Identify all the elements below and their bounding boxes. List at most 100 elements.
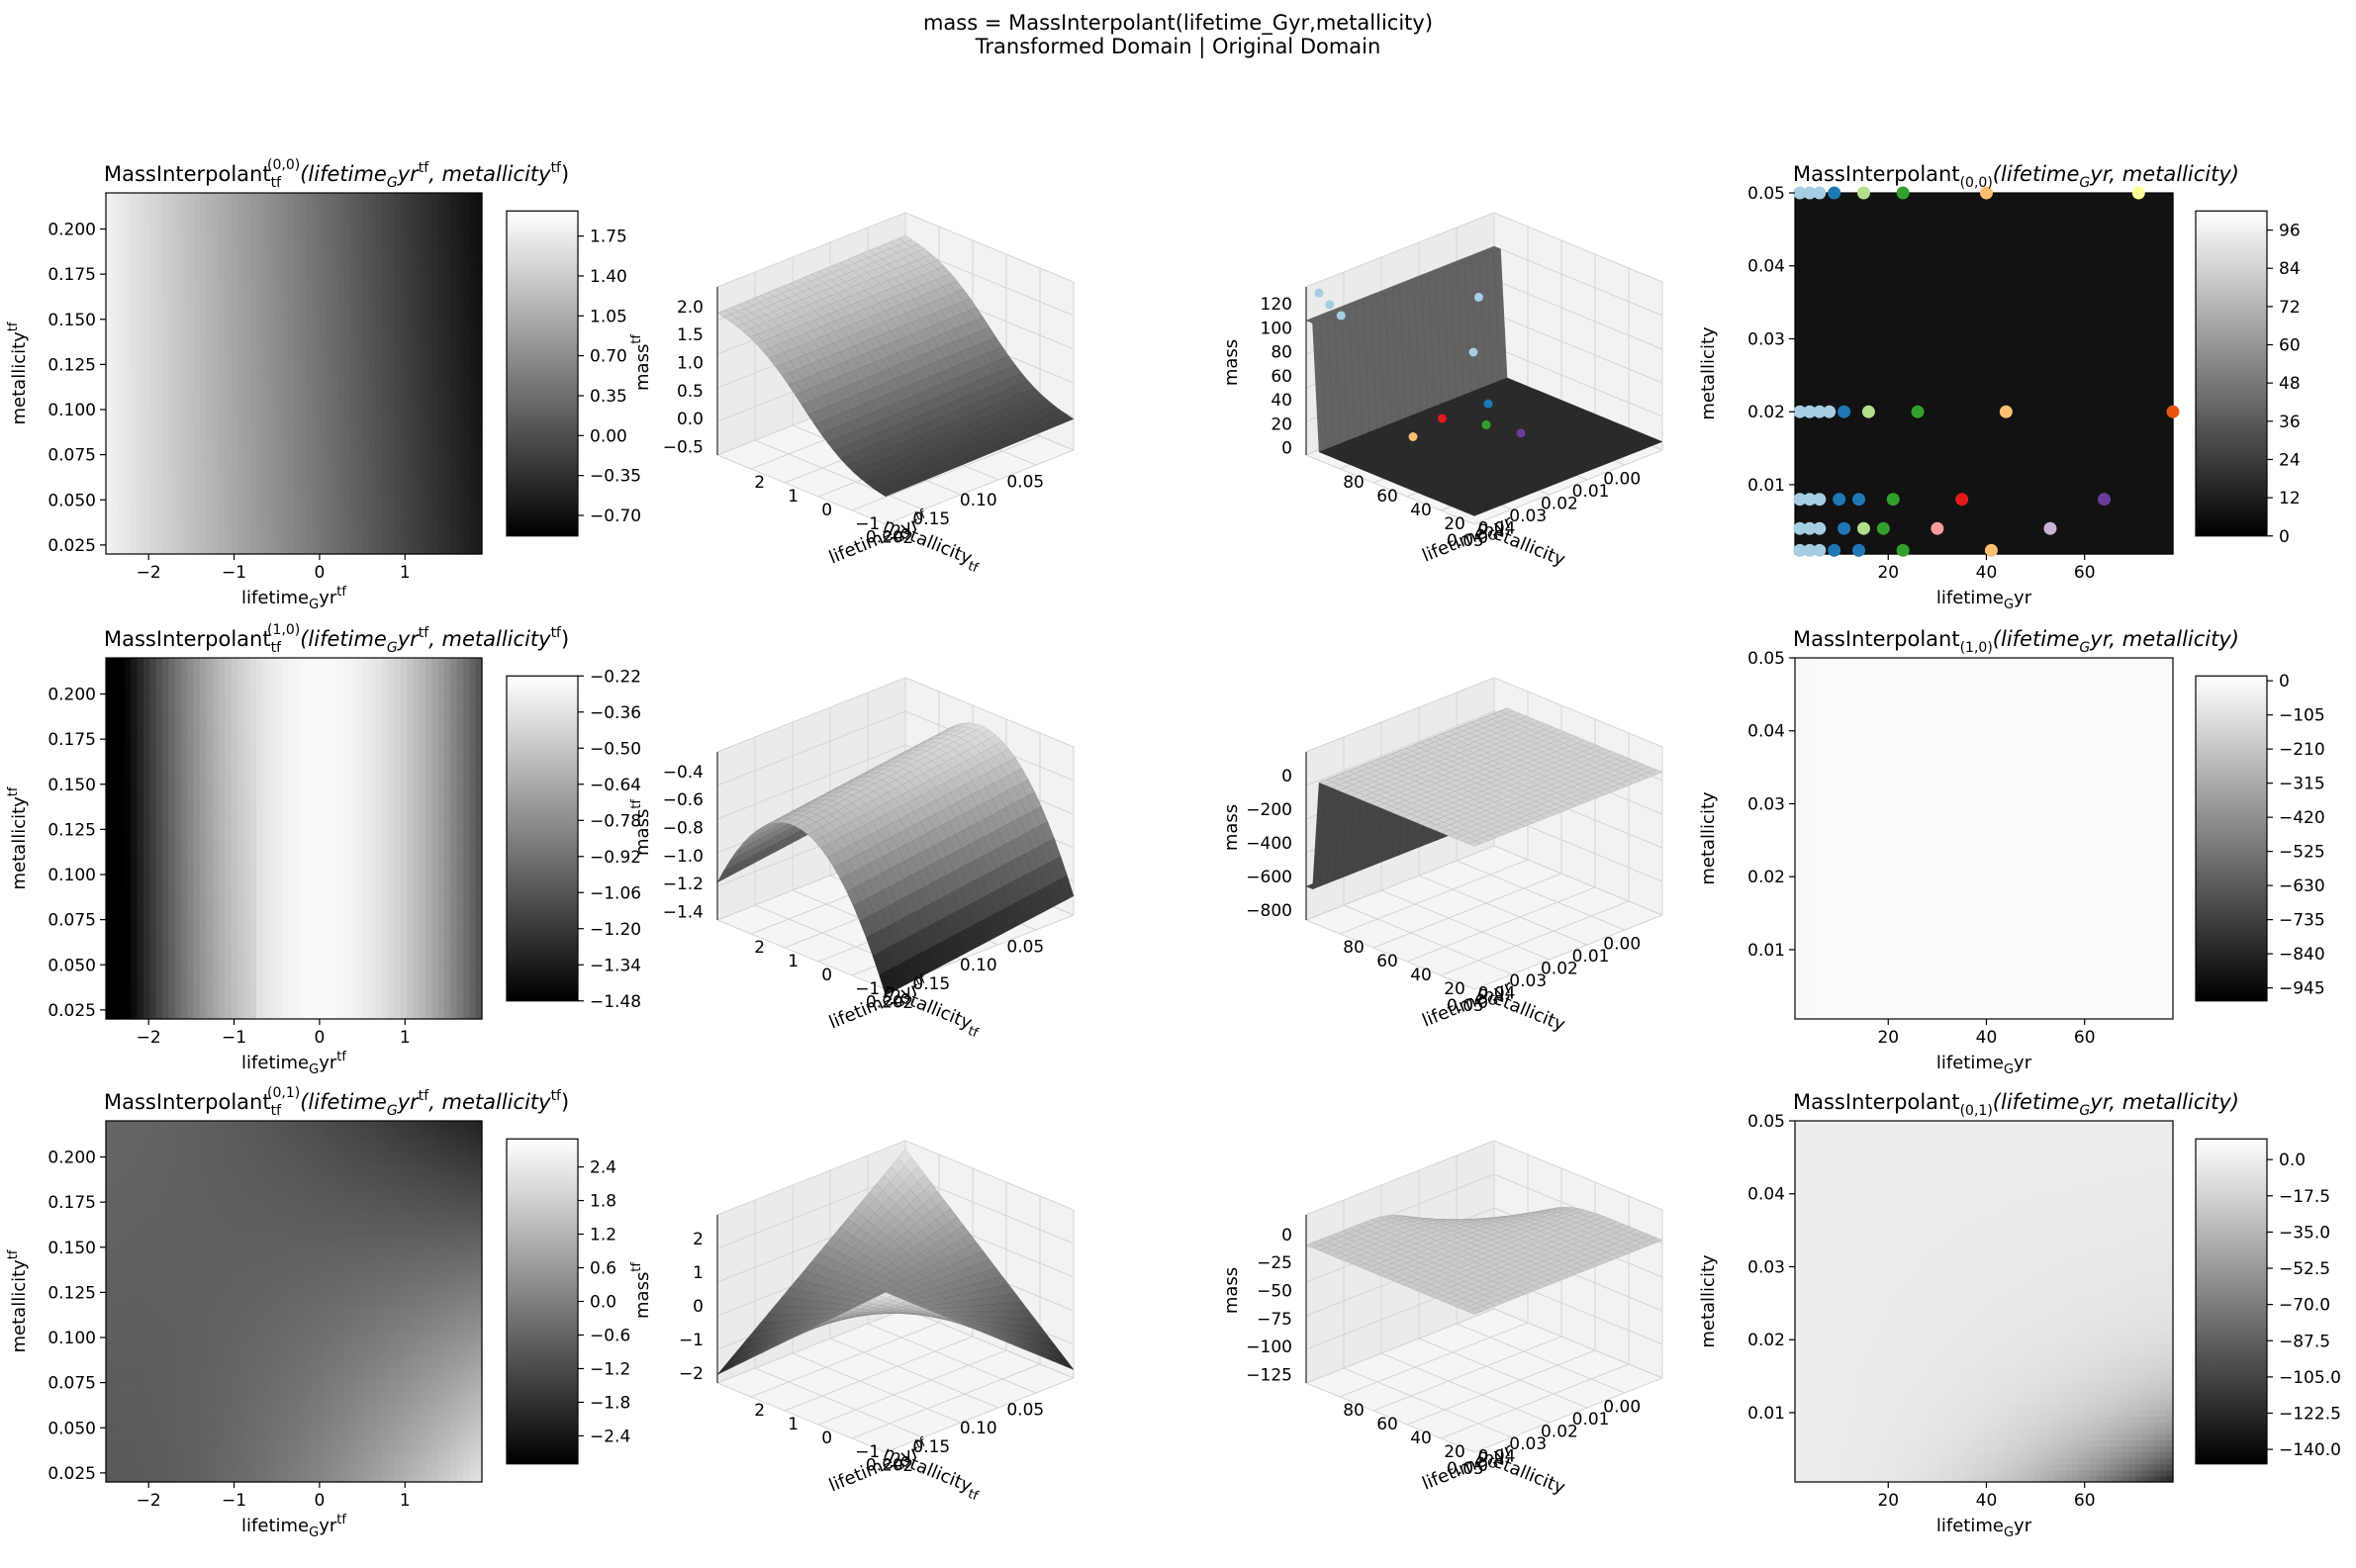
y-tick-label: 0.175 xyxy=(47,730,96,750)
heatmap-cells xyxy=(1795,658,2174,1020)
x-tick-label: −1 xyxy=(222,563,246,583)
scatter-point xyxy=(1813,544,1826,557)
panel-row1-original-3d: −800−600−400−20000.000.010.020.030.040.0… xyxy=(1221,678,1662,1036)
colorbar-tick-label: 0 xyxy=(2279,672,2290,692)
scatter-point xyxy=(1314,289,1323,298)
y-tick-label: 0.05 xyxy=(1747,184,1785,204)
x-tick-label: 80 xyxy=(1343,1401,1365,1421)
z-tick-label: −1.2 xyxy=(663,875,704,894)
y-tick-label: 0.050 xyxy=(47,491,96,510)
z-tick-label: 1.0 xyxy=(677,354,704,374)
colorbar-tick-label: −945 xyxy=(2279,979,2325,999)
colorbar: 0.0−17.5−35.0−52.5−70.0−87.5−105.0−122.5… xyxy=(2196,1139,2341,1464)
y-tick-label: 0.025 xyxy=(47,1464,96,1484)
y-tick-label: 0.075 xyxy=(47,911,96,931)
z-tick-label: 40 xyxy=(1271,391,1292,411)
colorbar-tick-label: −0.70 xyxy=(590,507,641,526)
scatter-point xyxy=(1469,348,1478,357)
y-tick-label: 0.025 xyxy=(47,536,96,556)
colorbar-tick-label: 12 xyxy=(2279,489,2301,508)
scatter-point xyxy=(1482,420,1491,429)
panel-row0-transformed-3d: −0.50.00.51.01.52.00.050.100.150.20−2−10… xyxy=(629,213,1074,576)
z-axis-label: mass xyxy=(1221,339,1242,386)
x-tick-label: 60 xyxy=(1376,1415,1398,1434)
x-tick-label: 1 xyxy=(788,952,799,971)
z-axis-label: mass xyxy=(1221,804,1242,851)
y-tick-label: 0.10 xyxy=(960,491,997,510)
panel-row2-transformed-3d: −2−10120.050.100.150.20−2−1012masstfmeta… xyxy=(629,1141,1074,1504)
colorbar-tick-label: −735 xyxy=(2279,911,2325,931)
colorbar: 2.41.81.20.60.0−0.6−1.2−1.8−2.4 xyxy=(507,1139,630,1464)
colorbar-tick-label: 96 xyxy=(2279,222,2301,241)
z-tick-label: −25 xyxy=(1257,1253,1292,1273)
colorbar-tick-label: −420 xyxy=(2279,808,2325,828)
x-tick-label: 40 xyxy=(1410,1429,1432,1448)
colorbar-tick-label: −87.5 xyxy=(2279,1332,2330,1351)
x-tick-label: 60 xyxy=(2074,1491,2096,1511)
colorbar-tick-label: −0.50 xyxy=(590,739,641,759)
y-tick-label: 0.05 xyxy=(1747,1112,1785,1132)
z-tick-label: 0 xyxy=(1281,1226,1292,1245)
panel-title: MassInterpolanttf(1,0)(lifetimeGyrtf, me… xyxy=(104,622,569,656)
z-tick-label: −100 xyxy=(1246,1337,1292,1357)
colorbar-tick-label: 36 xyxy=(2279,413,2301,432)
x-tick-label: 1 xyxy=(788,487,799,507)
colorbar-tick-label: 0.0 xyxy=(2279,1151,2306,1170)
colorbar-tick-label: −840 xyxy=(2279,945,2325,965)
z-tick-label: 120 xyxy=(1261,295,1292,315)
scatter-point xyxy=(2000,406,2013,418)
y-tick-label: 0.01 xyxy=(1747,476,1785,496)
y-axis-label: metallicity xyxy=(1698,1254,1719,1348)
x-axis-label: lifetimeGyrtf xyxy=(241,585,346,612)
colorbar-tick-label: 0.6 xyxy=(590,1259,616,1279)
colorbar-tick-label: −0.36 xyxy=(590,703,641,723)
x-tick-label: 60 xyxy=(1376,487,1398,507)
x-tick-label: 2 xyxy=(754,473,765,493)
scatter-point xyxy=(2167,406,2180,418)
z-tick-label: −2 xyxy=(679,1364,704,1384)
scatter-point xyxy=(1852,544,1865,557)
colorbar-tick-label: −1.20 xyxy=(590,920,641,940)
y-tick-label: 0.10 xyxy=(960,1419,997,1438)
heatmap-cells xyxy=(106,193,483,555)
scatter-point xyxy=(1823,406,1836,418)
x-axis-label: lifetimeGyr xyxy=(1936,1516,2032,1540)
y-tick-label: 0.025 xyxy=(47,1001,96,1021)
y-tick-label: 0.05 xyxy=(1006,472,1044,492)
y-axis-label: metallicitytf xyxy=(6,322,30,424)
colorbar-tick-label: 1.2 xyxy=(590,1226,616,1245)
z-tick-label: −800 xyxy=(1246,901,1292,921)
panel-title: MassInterpolant(1,0)(lifetimeGyr, metall… xyxy=(1793,627,2239,656)
colorbar-tick-label: 0.0 xyxy=(590,1293,616,1313)
panel-row1-original: 20 40 600.010.020.030.040.05lifetimeGyrmet… xyxy=(1698,627,2325,1077)
z-tick-label: 1 xyxy=(693,1263,704,1283)
y-tick-label: 0.125 xyxy=(47,355,96,375)
panel-row2-original: 20 40 600.010.020.030.040.05lifetimeGyrmet… xyxy=(1698,1090,2341,1540)
panel-row2-transformed: −2 −1 0 10.0250.0500.0750.1000.1250.1500.17… xyxy=(6,1085,630,1540)
scatter-point xyxy=(1931,522,1943,535)
colorbar: 0−105−210−315−420−525−630−735−840−945 xyxy=(2196,672,2325,1001)
panel-row2-original-3d: −125−100−75−50−2500.000.010.020.030.040.… xyxy=(1221,1141,1662,1499)
scatter-point xyxy=(1852,493,1865,506)
z-tick-label: −0.5 xyxy=(663,438,704,458)
x-tick-label: −1 xyxy=(222,1491,246,1511)
y-tick-label: 0.125 xyxy=(47,820,96,840)
scatter-point xyxy=(1838,406,1850,418)
x-tick-label: 1 xyxy=(400,1028,411,1048)
z-tick-label: 20 xyxy=(1271,415,1292,434)
colorbar-tick-label: 1.40 xyxy=(590,267,627,287)
y-tick-label: 0.100 xyxy=(47,866,96,885)
y-tick-label: 0.050 xyxy=(47,1419,96,1438)
z-tick-label: −125 xyxy=(1246,1366,1292,1386)
z-tick-label: −0.6 xyxy=(663,790,704,810)
x-tick-label: 40 xyxy=(1410,966,1432,985)
x-tick-label: 0 xyxy=(314,563,325,583)
colorbar-tick-label: 1.8 xyxy=(590,1192,616,1212)
x-axis-label: lifetimeGyr xyxy=(1936,588,2032,612)
x-axis-label: lifetimeGyr xyxy=(1936,1053,2032,1077)
z-tick-label: 0 xyxy=(1281,767,1292,786)
colorbar-tick-label: −1.06 xyxy=(590,883,641,903)
colorbar-tick-label: 48 xyxy=(2279,374,2301,394)
colorbar-tick-label: −210 xyxy=(2279,740,2325,760)
y-tick-label: 0.150 xyxy=(47,1239,96,1258)
